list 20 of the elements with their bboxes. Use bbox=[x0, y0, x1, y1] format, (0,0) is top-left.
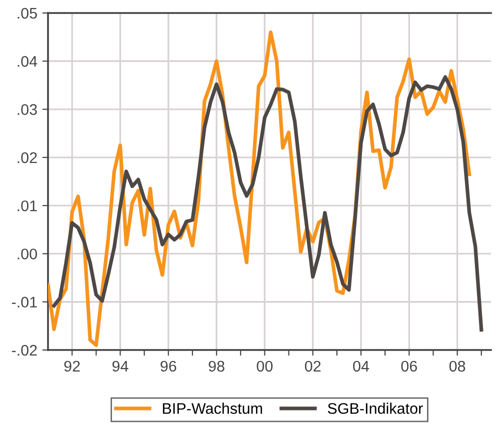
y-tick-label: .00 bbox=[18, 248, 37, 260]
x-tick-label: 98 bbox=[208, 360, 224, 372]
x-tick-label: 94 bbox=[112, 360, 128, 372]
y-tick-label: .04 bbox=[18, 56, 38, 67]
y-tick-label: .01 bbox=[18, 200, 37, 212]
x-tick-label: 92 bbox=[64, 360, 80, 372]
x-tick-label: 04 bbox=[353, 360, 370, 372]
y-tick-label: .05 bbox=[18, 8, 37, 19]
legend-label: BIP-Wachstum bbox=[162, 402, 262, 414]
x-tick-label: 96 bbox=[160, 360, 176, 372]
x-tick-label: 00 bbox=[256, 360, 273, 372]
y-tick-label: -.01 bbox=[12, 296, 37, 308]
x-tick-label: 08 bbox=[449, 360, 466, 372]
x-tick-label: 02 bbox=[304, 360, 321, 372]
line-series bbox=[52, 75, 484, 332]
y-tick-label: .02 bbox=[18, 152, 37, 164]
legend-label: SGB-Indikator bbox=[328, 402, 423, 414]
y-tick-label: .03 bbox=[18, 104, 37, 115]
y-tick-label: -.02 bbox=[12, 344, 37, 356]
x-tick-label: 06 bbox=[401, 360, 417, 372]
